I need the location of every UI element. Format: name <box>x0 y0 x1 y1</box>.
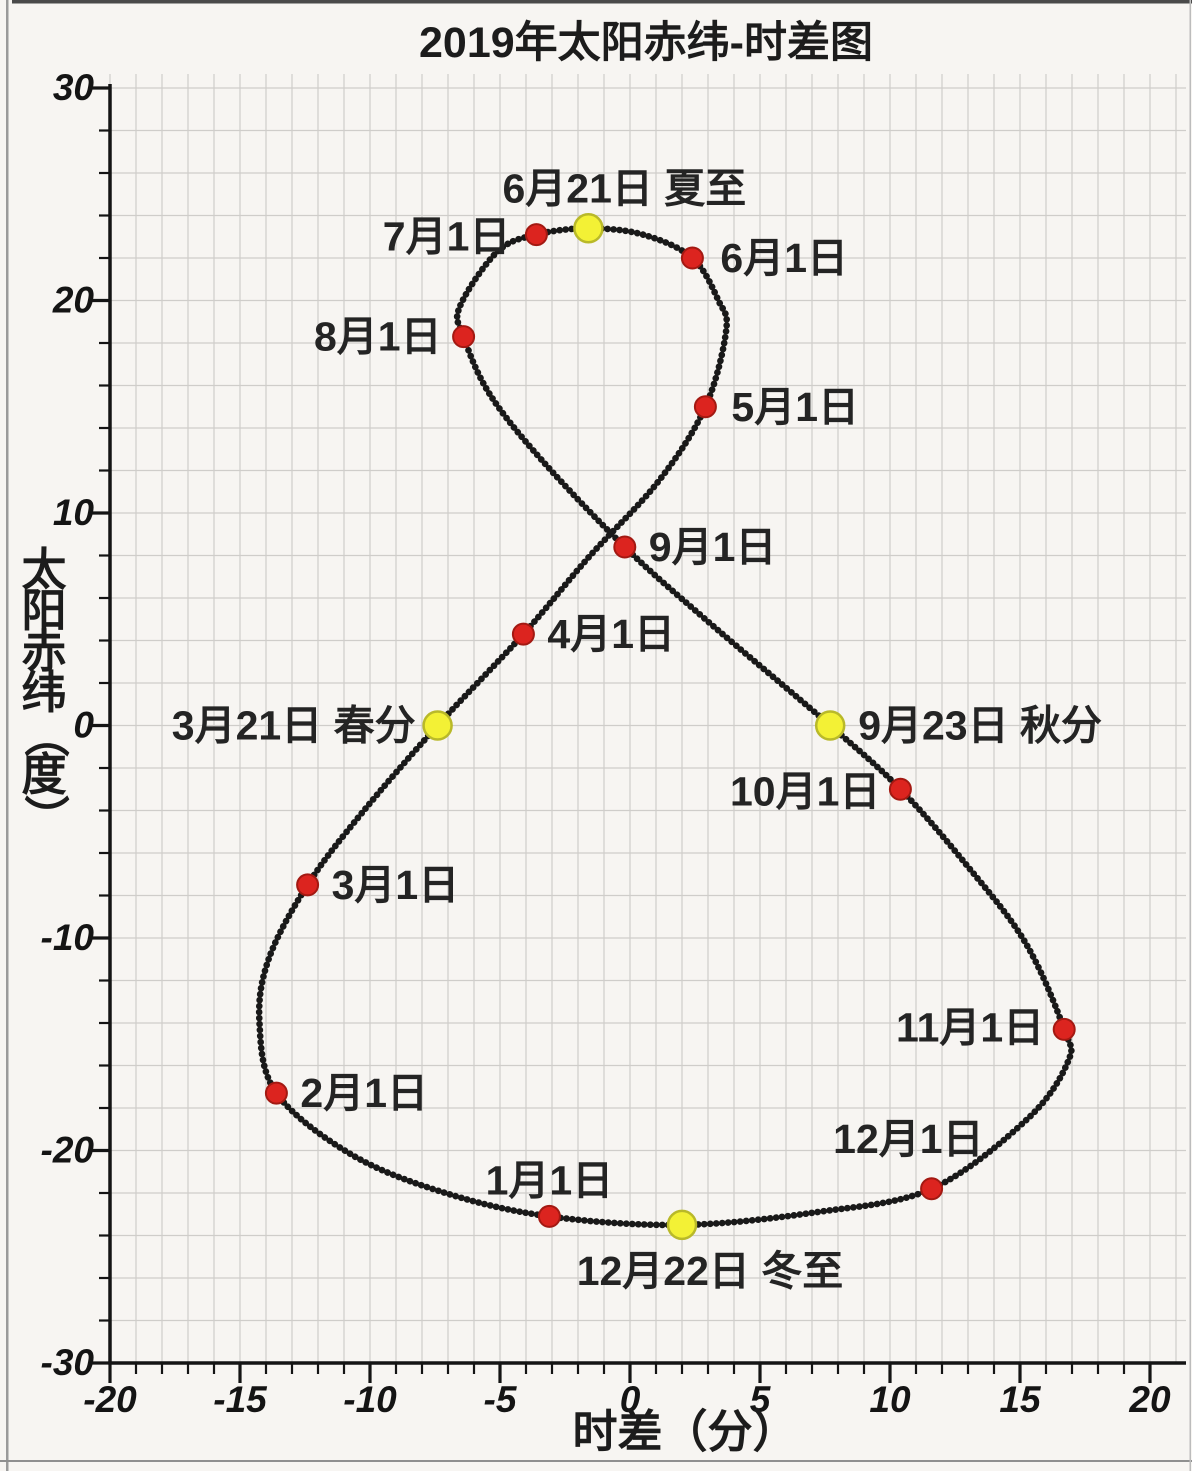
x-tick-label: 5 <box>750 1379 772 1420</box>
month-marker <box>264 1081 288 1105</box>
x-tick-label: 10 <box>869 1379 911 1420</box>
solstice-equinox-marker <box>422 710 453 741</box>
data-point-label: 8月1日 <box>314 314 442 360</box>
data-point-label: 5月1日 <box>731 384 859 430</box>
y-axis-title-char: 阳 <box>21 585 66 636</box>
data-point-label: 12月1日 <box>833 1116 983 1162</box>
month-marker <box>452 325 476 349</box>
frame-top-line <box>12 0 1192 4</box>
month-marker <box>296 873 320 897</box>
x-tick-label: 20 <box>1128 1379 1171 1420</box>
y-axis-title: 太阳赤纬（度） <box>20 544 71 840</box>
x-tick-label: -10 <box>343 1379 397 1420</box>
data-point-label: 1月1日 <box>486 1157 614 1203</box>
month-marker <box>613 535 637 559</box>
y-axis-title-char: （ <box>20 712 71 757</box>
y-tick-labels: 30 20 10 0 -10 -20 -30 <box>41 67 95 1383</box>
month-marker <box>537 1204 561 1228</box>
data-point-label: 2月1日 <box>300 1070 428 1116</box>
data-point-label: 6月1日 <box>720 235 848 281</box>
y-axis-title-char: 度 <box>21 749 66 800</box>
data-point-label: 3月21日 春分 <box>172 703 416 749</box>
solstice-equinox-marker <box>666 1209 698 1241</box>
month-marker <box>920 1177 944 1201</box>
data-point-label: 7月1日 <box>383 214 511 260</box>
data-point-label: 12月22日 冬至 <box>577 1248 844 1294</box>
solstice-equinox-marker <box>814 710 846 741</box>
solstice-equinox-marker <box>573 213 604 244</box>
axis-ticks <box>90 86 1152 1383</box>
x-tick-label: -20 <box>83 1379 137 1420</box>
y-tick-label: -10 <box>41 917 95 958</box>
data-point-labels: 1月1日 2月1日 3月1日 3月21日 春分 4月1日 5月1日 6月1日 6月21日 夏至… <box>172 165 1102 1294</box>
frame-left-line <box>6 0 9 1471</box>
data-point-label: 9月23日 秋分 <box>858 703 1102 749</box>
month-marker <box>693 395 717 419</box>
month-marker <box>888 777 912 801</box>
month-marker <box>1052 1017 1076 1041</box>
y-tick-label: -30 <box>41 1342 95 1383</box>
data-point-label: 11月1日 <box>896 1004 1044 1050</box>
y-tick-label: 30 <box>53 67 95 108</box>
x-tick-label: -15 <box>213 1379 268 1420</box>
y-axis-title-char: 纬 <box>21 667 66 718</box>
y-axis-title-char: 赤 <box>21 626 66 677</box>
chart-title: 2019年太阳赤纬-时差图 <box>419 19 873 67</box>
month-marker <box>680 246 704 270</box>
data-point-label: 4月1日 <box>547 611 675 657</box>
y-axis-title-char: ） <box>20 794 71 839</box>
y-tick-label: -20 <box>41 1130 95 1171</box>
y-tick-label: 20 <box>52 280 95 321</box>
frame-right-line <box>1189 0 1191 1471</box>
data-points <box>264 213 1076 1241</box>
frame-bottom-line <box>0 1460 1192 1462</box>
x-tick-labels: -20 -15 -10 -5 0 5 10 15 20 <box>83 1379 1171 1420</box>
data-point-label: 6月21日 夏至 <box>502 165 746 211</box>
x-axis-title: 时差（分） <box>572 1406 797 1457</box>
y-axis-title-char: 太 <box>21 544 66 595</box>
gridlines <box>109 74 1186 1363</box>
y-tick-label: 10 <box>53 492 95 533</box>
month-marker <box>511 622 535 646</box>
y-tick-label: 0 <box>73 705 94 746</box>
data-point-label: 9月1日 <box>649 524 777 570</box>
month-marker <box>524 223 548 247</box>
data-point-label: 10月1日 <box>730 768 880 814</box>
x-tick-label: 15 <box>999 1379 1042 1420</box>
data-point-label: 3月1日 <box>332 862 460 908</box>
x-tick-label: -5 <box>484 1379 518 1420</box>
x-tick-label: 0 <box>620 1379 641 1420</box>
